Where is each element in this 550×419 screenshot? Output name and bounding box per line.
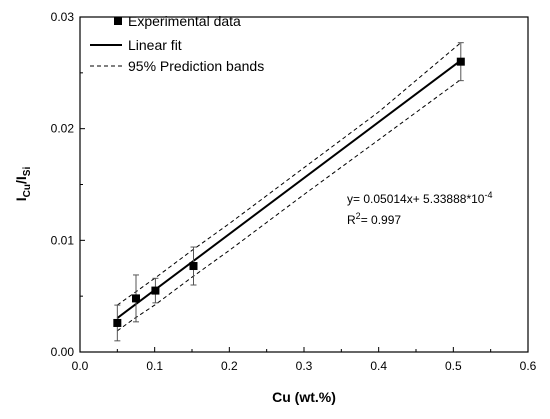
x-tick-label: 0.1 [146,359,163,373]
x-tick-label: 0.3 [296,359,313,373]
legend-marker-square [114,17,122,25]
experimental-points [113,42,465,342]
legend-linear-fit: Linear fit [128,37,182,53]
x-tick-label: 0.0 [72,359,89,373]
y-tick-label: 0.02 [51,122,75,136]
x-axis: 0.0 0.1 0.2 0.3 0.4 0.5 0.6 [72,347,537,373]
linear-fit-line [116,59,462,319]
x-tick-label: 0.6 [520,359,537,373]
y-axis: 0.00 0.01 0.02 0.03 [51,10,85,359]
x-tick-label: 0.5 [445,359,462,373]
x-tick-label: 0.4 [370,359,387,373]
lower-prediction-band [117,79,462,332]
r-squared-annotation: R2= 0.997 [347,211,401,227]
linear-fit [116,59,462,319]
y-tick-label: 0.03 [51,10,75,24]
legend: Experimental data Linear fit 95% Predict… [90,13,264,74]
x-tick-label: 0.2 [221,359,238,373]
data-point [456,57,465,66]
data-point [132,294,140,303]
prediction-bands [117,42,462,332]
data-point [189,262,198,271]
equation-annotation: y= 0.05014x+ 5.33888*10-4 [347,190,492,206]
data-point [113,318,122,327]
y-axis-title: ICu/ISi [13,167,33,202]
x-axis-title: Cu (wt.%) [272,389,336,405]
upper-prediction-band [117,42,462,306]
data-point [151,286,160,295]
y-tick-label: 0.01 [51,233,75,247]
legend-experimental-data: Experimental data [128,13,241,29]
legend-prediction-bands: 95% Prediction bands [128,58,264,74]
y-tick-label: 0.00 [51,345,75,359]
